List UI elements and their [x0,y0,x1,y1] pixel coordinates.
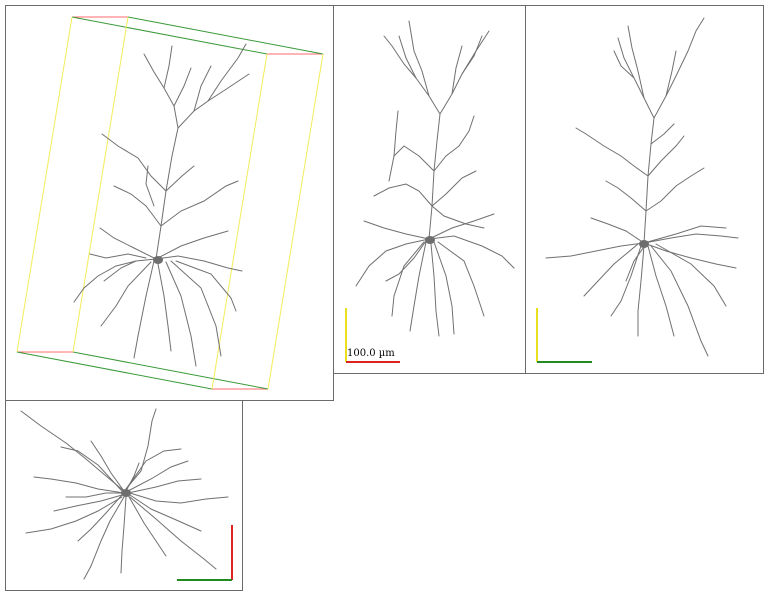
scale-bar-label: 100.0 µm [347,348,395,359]
view-zy-panel[interactable] [525,5,764,374]
view-3d-canvas [16,16,324,390]
soma [639,240,649,248]
box-edge-y [16,16,73,353]
view-xy-canvas [345,20,515,363]
soma [425,236,435,244]
box-edge-z [71,16,268,55]
soma [121,489,131,497]
neuron-morphology [355,20,515,337]
box-edge-y [72,16,129,353]
neuron-morphology [73,43,250,367]
view-xz-panel[interactable] [5,400,243,591]
box-edge-z [127,16,324,55]
view-xz-canvas [20,408,233,581]
box-edge-y [211,53,268,390]
neuron-morphology [545,17,739,357]
neuron-morphology [20,408,229,580]
bounding-box [16,16,324,390]
box-edge-z [72,351,269,390]
soma [153,256,163,264]
view-zy-canvas [536,17,739,363]
box-edge-z [16,351,213,390]
view-xy-panel[interactable]: 100.0 µm [333,5,526,374]
view-3d-panel[interactable] [5,5,334,401]
box-edge-y [267,53,324,390]
